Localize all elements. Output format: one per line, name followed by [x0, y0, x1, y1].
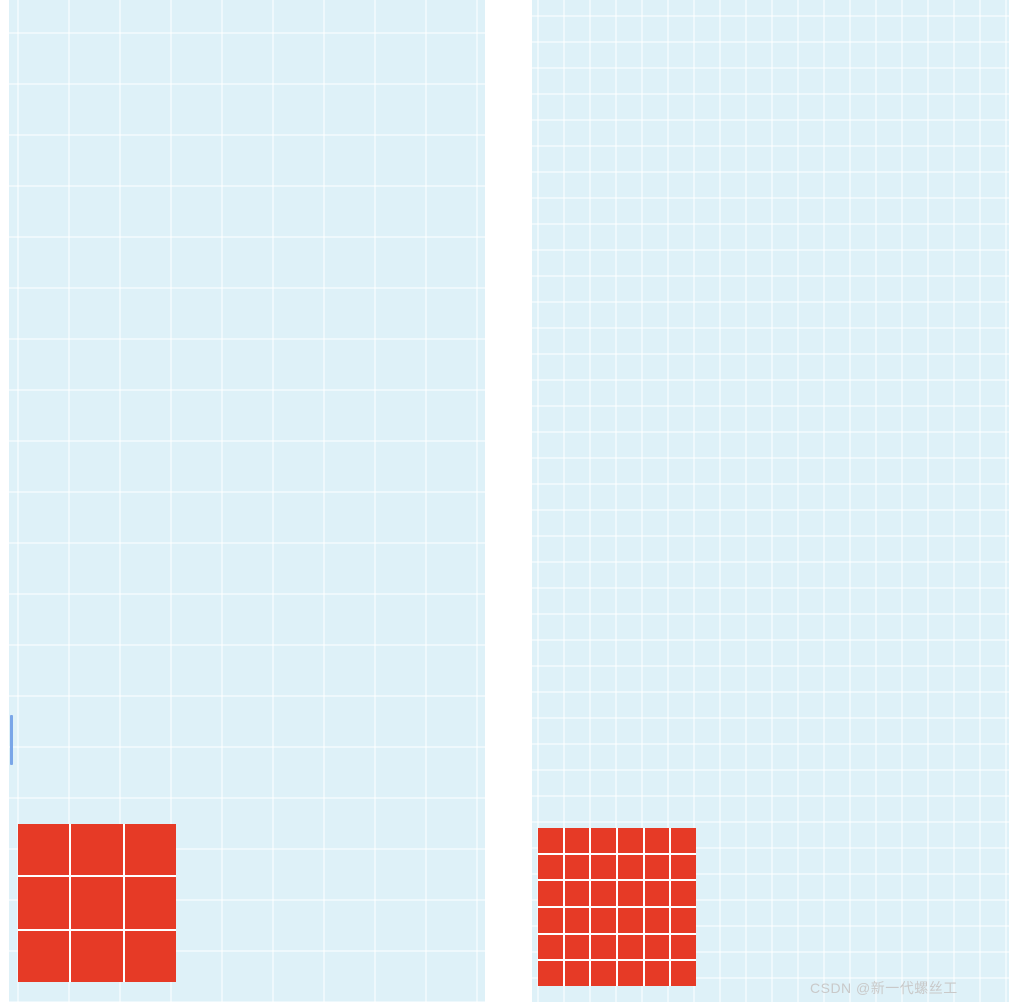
- red-cell: [565, 881, 590, 906]
- left-grid-panel: [9, 0, 485, 1002]
- red-cell: [645, 881, 670, 906]
- red-cell: [18, 931, 69, 982]
- red-cell: [538, 935, 563, 960]
- red-cell: [591, 881, 616, 906]
- red-cell: [591, 855, 616, 880]
- red-cell: [71, 931, 122, 982]
- red-cell: [125, 931, 176, 982]
- red-cell: [71, 824, 122, 875]
- red-cell: [618, 881, 643, 906]
- red-cell: [591, 828, 616, 853]
- red-cell: [618, 855, 643, 880]
- red-cell: [565, 961, 590, 986]
- red-cell: [671, 855, 696, 880]
- red-cell: [591, 961, 616, 986]
- red-cell: [618, 908, 643, 933]
- red-cell: [645, 855, 670, 880]
- red-cell: [645, 828, 670, 853]
- red-cell: [538, 828, 563, 853]
- red-cell: [125, 824, 176, 875]
- red-cell: [618, 828, 643, 853]
- left-red-block: [18, 824, 176, 982]
- red-cell: [671, 828, 696, 853]
- red-cell: [671, 908, 696, 933]
- red-cell: [565, 828, 590, 853]
- red-cell: [671, 935, 696, 960]
- red-cell: [618, 961, 643, 986]
- right-grid-panel: [532, 0, 1009, 1002]
- right-red-block: [538, 828, 696, 986]
- watermark-text: CSDN @新一代螺丝工: [810, 978, 958, 998]
- stage: CSDN @新一代螺丝工: [0, 0, 1014, 1002]
- red-cell: [538, 961, 563, 986]
- red-cell: [538, 908, 563, 933]
- red-cell: [538, 855, 563, 880]
- red-cell: [591, 908, 616, 933]
- red-cell: [565, 855, 590, 880]
- red-cell: [591, 935, 616, 960]
- red-cell: [565, 908, 590, 933]
- text-cursor-mark: [10, 715, 13, 765]
- red-cell: [565, 935, 590, 960]
- red-cell: [125, 877, 176, 928]
- red-cell: [618, 935, 643, 960]
- red-cell: [671, 961, 696, 986]
- red-cell: [71, 877, 122, 928]
- red-cell: [538, 881, 563, 906]
- red-cell: [18, 877, 69, 928]
- red-cell: [671, 881, 696, 906]
- red-cell: [18, 824, 69, 875]
- red-cell: [645, 935, 670, 960]
- red-cell: [645, 961, 670, 986]
- red-cell: [645, 908, 670, 933]
